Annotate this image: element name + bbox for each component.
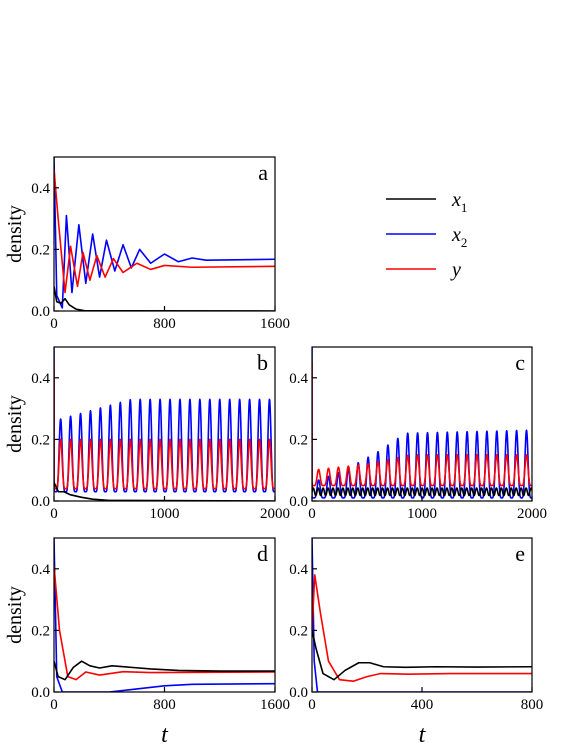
x-tick-label: 0: [308, 697, 316, 713]
x-tick-label: 1600: [260, 316, 290, 332]
x-tick-label: 0: [308, 506, 316, 522]
series-line-x1: [54, 660, 275, 681]
panel-c: 0 1000 2000 0.0 0.2 0.4 c: [289, 346, 547, 522]
series-line-x1: [312, 482, 532, 497]
legend-label-x1: x1: [451, 189, 467, 215]
y-tick-label: 0.0: [289, 494, 308, 510]
series-line-x1: [54, 482, 275, 501]
x-axis-label: t: [161, 722, 169, 748]
y-tick-label: 0.4: [289, 371, 308, 387]
x-tick-label: 800: [521, 697, 544, 713]
series-line-y: [312, 362, 532, 487]
series-line-y: [54, 169, 275, 294]
x-tick-label: 800: [153, 316, 176, 332]
x-tick-label: 2000: [517, 506, 547, 522]
x-tick-label: 800: [153, 697, 176, 713]
panel-label: c: [515, 350, 525, 375]
panel-d: 0 800 1600 0.0 0.2 0.4 d density t: [4, 537, 290, 748]
y-tick-label: 0.4: [31, 371, 50, 387]
x-tick-label: 1600: [260, 697, 290, 713]
y-tick-label: 0.0: [31, 494, 50, 510]
panel-label: b: [257, 350, 268, 375]
plot-frame: [53, 156, 276, 312]
x-tick-label: 0: [50, 506, 58, 522]
y-tick-label: 0.2: [31, 432, 50, 448]
y-tick-label: 0.2: [31, 623, 50, 639]
y-tick-label: 0.2: [31, 242, 50, 258]
y-tick-label: 0.4: [289, 562, 308, 578]
panel-label: a: [258, 160, 268, 185]
x-tick-label: 2000: [260, 506, 290, 522]
panel-a: 0 800 1600 0.0 0.2 0.4 a density: [4, 156, 290, 332]
series-line-y: [312, 574, 532, 683]
legend-label-y: y: [450, 259, 461, 281]
x-tick-label: 1000: [407, 506, 437, 522]
y-tick-label: 0.2: [289, 432, 308, 448]
y-axis-label: density: [4, 395, 26, 453]
series-line-x2: [54, 157, 275, 309]
legend: x1 x2 y: [386, 189, 467, 281]
series-line-x1: [312, 630, 532, 681]
series-line-y: [54, 565, 275, 681]
panel-e: 0 400 800 0.0 0.2 0.4 e t: [289, 537, 544, 748]
series-line-x2: [312, 538, 532, 692]
series-line-x2: [54, 347, 275, 493]
x-axis-label: t: [419, 722, 427, 748]
y-tick-label: 0.4: [31, 181, 50, 197]
plot-frame: [311, 537, 533, 693]
series-line-x2: [54, 538, 275, 692]
panel-label: e: [515, 541, 525, 566]
x-tick-label: 0: [50, 316, 58, 332]
y-tick-label: 0.2: [289, 623, 308, 639]
y-tick-label: 0.0: [31, 685, 50, 701]
legend-label-x2: x2: [451, 224, 467, 250]
x-tick-label: 0: [50, 697, 58, 713]
x-tick-label: 1000: [150, 506, 180, 522]
panel-b: 0 1000 2000 0.0 0.2 0.4 b density: [4, 346, 290, 522]
y-tick-label: 0.4: [31, 562, 50, 578]
y-axis-label: density: [4, 586, 26, 644]
panel-label: d: [257, 541, 268, 566]
x-tick-label: 400: [411, 697, 434, 713]
y-axis-label: density: [4, 205, 26, 263]
y-tick-label: 0.0: [31, 304, 50, 320]
y-tick-label: 0.0: [289, 685, 308, 701]
series-line-y: [54, 362, 275, 490]
